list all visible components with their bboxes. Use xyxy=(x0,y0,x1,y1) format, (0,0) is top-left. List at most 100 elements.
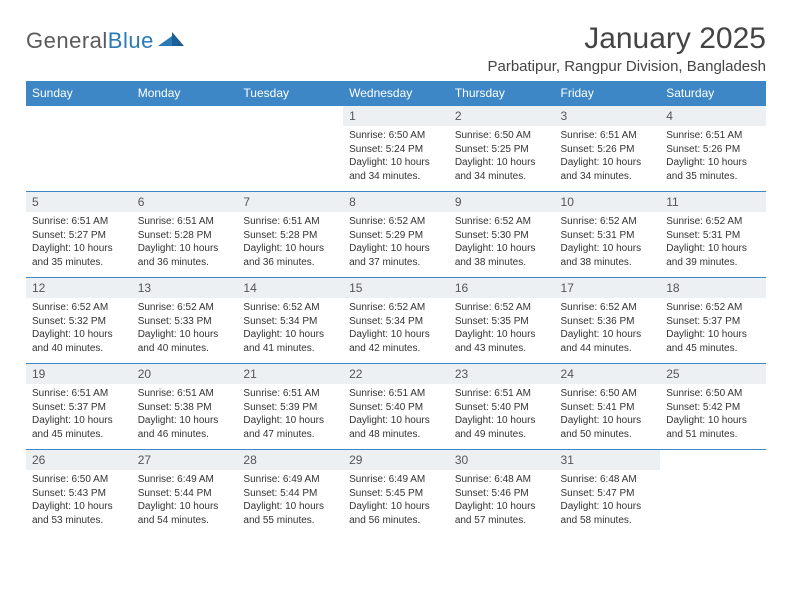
calendar-row: ...1Sunrise: 6:50 AMSunset: 5:24 PMDayli… xyxy=(26,106,766,192)
sunrise-text: Sunrise: 6:52 AM xyxy=(243,301,337,315)
sunrise-text: Sunrise: 6:50 AM xyxy=(561,387,655,401)
sunset-text: Sunset: 5:34 PM xyxy=(349,315,443,329)
day-number: 12 xyxy=(26,278,132,298)
day-number: 14 xyxy=(237,278,343,298)
sunrise-text: Sunrise: 6:51 AM xyxy=(138,387,232,401)
calendar-row: 19Sunrise: 6:51 AMSunset: 5:37 PMDayligh… xyxy=(26,364,766,450)
day-details: Sunrise: 6:52 AMSunset: 5:34 PMDaylight:… xyxy=(343,298,449,355)
day-details: Sunrise: 6:52 AMSunset: 5:32 PMDaylight:… xyxy=(26,298,132,355)
day-number: 5 xyxy=(26,192,132,212)
daylight-text: Daylight: 10 hours and 45 minutes. xyxy=(666,328,760,355)
sunrise-text: Sunrise: 6:52 AM xyxy=(138,301,232,315)
calendar-cell: 26 Sunrise: 6:50 AMSunset: 5:43 PMDayligh… xyxy=(26,450,132,536)
calendar-row: 26Sunrise: 6:50 AMSunset: 5:43 PMDayligh… xyxy=(26,450,766,536)
day-number: 1 xyxy=(343,106,449,126)
daylight-text: Daylight: 10 hours and 54 minutes. xyxy=(138,500,232,527)
brand-text: GeneralBlue xyxy=(26,28,154,54)
sunrise-text: Sunrise: 6:52 AM xyxy=(455,215,549,229)
sunrise-text: Sunrise: 6:49 AM xyxy=(243,473,337,487)
calendar-cell: 31Sunrise: 6:48 AMSunset: 5:47 PMDayligh… xyxy=(555,450,661,536)
day-details: Sunrise: 6:52 AMSunset: 5:34 PMDaylight:… xyxy=(237,298,343,355)
calendar-cell: 8Sunrise: 6:52 AMSunset: 5:29 PMDaylight… xyxy=(343,192,449,278)
sunset-text: Sunset: 5:26 PM xyxy=(666,143,760,157)
daylight-text: Daylight: 10 hours and 40 minutes. xyxy=(32,328,126,355)
sunrise-text: Sunrise: 6:51 AM xyxy=(243,215,337,229)
day-number: 15 xyxy=(343,278,449,298)
brand-logo: GeneralBlue xyxy=(26,28,186,54)
brand-part1: General xyxy=(26,28,108,53)
sunrise-text: Sunrise: 6:52 AM xyxy=(349,215,443,229)
day-number: 2 xyxy=(449,106,555,126)
sunset-text: Sunset: 5:43 PM xyxy=(32,487,126,501)
day-number: 23 xyxy=(449,364,555,384)
sunset-text: Sunset: 5:38 PM xyxy=(138,401,232,415)
sunset-text: Sunset: 5:29 PM xyxy=(349,229,443,243)
brand-part2: Blue xyxy=(108,28,154,53)
sunrise-text: Sunrise: 6:51 AM xyxy=(561,129,655,143)
sunrise-text: Sunrise: 6:51 AM xyxy=(666,129,760,143)
day-number: 26 xyxy=(26,450,132,470)
sunset-text: Sunset: 5:30 PM xyxy=(455,229,549,243)
sunset-text: Sunset: 5:40 PM xyxy=(349,401,443,415)
calendar-cell: 4Sunrise: 6:51 AMSunset: 5:26 PMDaylight… xyxy=(660,106,766,192)
day-number: 22 xyxy=(343,364,449,384)
day-details: Sunrise: 6:51 AMSunset: 5:37 PMDaylight:… xyxy=(26,384,132,441)
day-details: Sunrise: 6:50 AMSunset: 5:24 PMDaylight:… xyxy=(343,126,449,183)
day-number: 18 xyxy=(660,278,766,298)
calendar-cell: 19Sunrise: 6:51 AMSunset: 5:37 PMDayligh… xyxy=(26,364,132,450)
day-number: 13 xyxy=(132,278,238,298)
calendar-cell: 29Sunrise: 6:49 AMSunset: 5:45 PMDayligh… xyxy=(343,450,449,536)
day-number: 24 xyxy=(555,364,661,384)
daylight-text: Daylight: 10 hours and 46 minutes. xyxy=(138,414,232,441)
calendar-cell: . xyxy=(660,450,766,536)
daylight-text: Daylight: 10 hours and 40 minutes. xyxy=(138,328,232,355)
day-details: Sunrise: 6:51 AMSunset: 5:26 PMDaylight:… xyxy=(555,126,661,183)
sunrise-text: Sunrise: 6:49 AM xyxy=(349,473,443,487)
sunrise-text: Sunrise: 6:50 AM xyxy=(349,129,443,143)
sunrise-text: Sunrise: 6:52 AM xyxy=(349,301,443,315)
sunrise-text: Sunrise: 6:50 AM xyxy=(455,129,549,143)
month-title: January 2025 xyxy=(487,22,766,56)
day-number: 11 xyxy=(660,192,766,212)
sunrise-text: Sunrise: 6:51 AM xyxy=(455,387,549,401)
weekday-header: Wednesday xyxy=(343,81,449,106)
day-details: Sunrise: 6:51 AMSunset: 5:40 PMDaylight:… xyxy=(343,384,449,441)
daylight-text: Daylight: 10 hours and 43 minutes. xyxy=(455,328,549,355)
sunrise-text: Sunrise: 6:51 AM xyxy=(349,387,443,401)
day-details: Sunrise: 6:52 AMSunset: 5:35 PMDaylight:… xyxy=(449,298,555,355)
calendar-cell: 17Sunrise: 6:52 AMSunset: 5:36 PMDayligh… xyxy=(555,278,661,364)
day-details: Sunrise: 6:52 AMSunset: 5:31 PMDaylight:… xyxy=(555,212,661,269)
title-block: January 2025 Parbatipur, Rangpur Divisio… xyxy=(487,22,766,75)
sunset-text: Sunset: 5:33 PM xyxy=(138,315,232,329)
daylight-text: Daylight: 10 hours and 53 minutes. xyxy=(32,500,126,527)
sunrise-text: Sunrise: 6:50 AM xyxy=(32,473,126,487)
weekday-header: Sunday xyxy=(26,81,132,106)
sunset-text: Sunset: 5:26 PM xyxy=(561,143,655,157)
calendar-body: ...1Sunrise: 6:50 AMSunset: 5:24 PMDayli… xyxy=(26,106,766,536)
calendar-cell: 27Sunrise: 6:49 AMSunset: 5:44 PMDayligh… xyxy=(132,450,238,536)
sunset-text: Sunset: 5:34 PM xyxy=(243,315,337,329)
calendar-cell: 20Sunrise: 6:51 AMSunset: 5:38 PMDayligh… xyxy=(132,364,238,450)
day-number: 28 xyxy=(237,450,343,470)
sunrise-text: Sunrise: 6:51 AM xyxy=(243,387,337,401)
sunrise-text: Sunrise: 6:49 AM xyxy=(138,473,232,487)
sunset-text: Sunset: 5:24 PM xyxy=(349,143,443,157)
calendar-cell: 21Sunrise: 6:51 AMSunset: 5:39 PMDayligh… xyxy=(237,364,343,450)
sunset-text: Sunset: 5:25 PM xyxy=(455,143,549,157)
daylight-text: Daylight: 10 hours and 37 minutes. xyxy=(349,242,443,269)
weekday-header: Thursday xyxy=(449,81,555,106)
weekday-header: Saturday xyxy=(660,81,766,106)
daylight-text: Daylight: 10 hours and 44 minutes. xyxy=(561,328,655,355)
day-number: 29 xyxy=(343,450,449,470)
daylight-text: Daylight: 10 hours and 38 minutes. xyxy=(561,242,655,269)
sunrise-text: Sunrise: 6:48 AM xyxy=(455,473,549,487)
sunrise-text: Sunrise: 6:51 AM xyxy=(138,215,232,229)
calendar-cell: 12Sunrise: 6:52 AMSunset: 5:32 PMDayligh… xyxy=(26,278,132,364)
sunrise-text: Sunrise: 6:52 AM xyxy=(666,301,760,315)
daylight-text: Daylight: 10 hours and 36 minutes. xyxy=(138,242,232,269)
calendar-cell: . xyxy=(132,106,238,192)
day-details: Sunrise: 6:50 AMSunset: 5:41 PMDaylight:… xyxy=(555,384,661,441)
sunrise-text: Sunrise: 6:52 AM xyxy=(32,301,126,315)
daylight-text: Daylight: 10 hours and 34 minutes. xyxy=(561,156,655,183)
sunset-text: Sunset: 5:39 PM xyxy=(243,401,337,415)
